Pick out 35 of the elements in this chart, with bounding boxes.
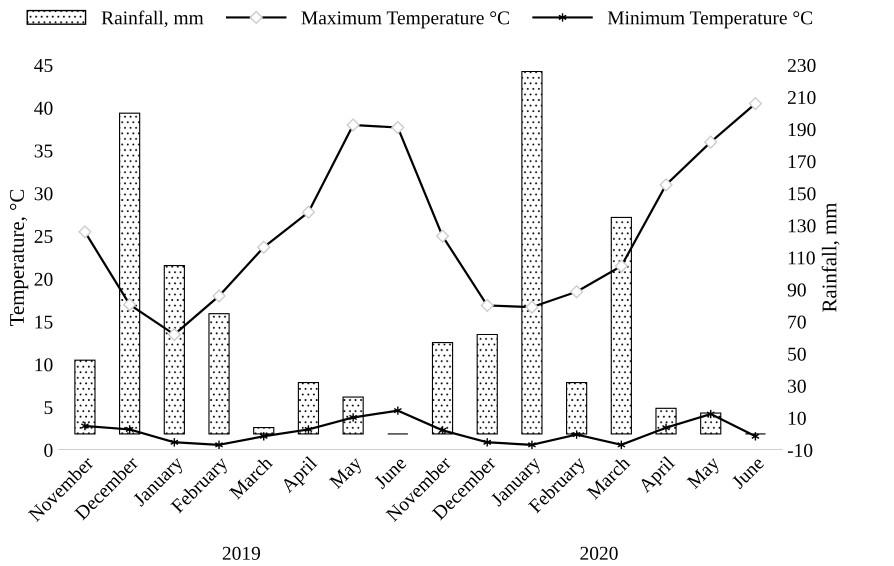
text: 2020 (580, 546, 618, 560)
x-tick-label: May (686, 455, 724, 492)
y2-tick-label: 30 (788, 380, 806, 393)
y2-tick-label: 110 (788, 251, 815, 264)
y2-tick-label: 10 (788, 412, 806, 425)
y2-tick-label: 210 (788, 90, 816, 104)
y-tick-label: 10 (36, 358, 53, 372)
x-tick-label: June (731, 456, 765, 490)
y2-tick-label: 70 (788, 315, 806, 329)
bar (208, 313, 230, 434)
legend-label: Minimum Temperature °C (608, 11, 812, 28)
y-tick-label: 40 (34, 102, 53, 115)
y-tick-label: 0 (44, 444, 53, 457)
y-tick-label: 45 (34, 59, 52, 72)
y2-tick-label: 130 (788, 219, 816, 232)
y-axis-title: Temperature, °C (10, 190, 28, 326)
y-tick-label: 20 (34, 272, 53, 286)
legend-label: Maximum Temperature °C (301, 11, 509, 28)
legend-label: Rainfall, mm (102, 10, 204, 28)
y-tick-label: 5 (44, 401, 52, 414)
y-tick-label: 25 (34, 230, 52, 244)
y2-tick-label: -10 (788, 444, 812, 457)
y2-tick-label: 90 (788, 283, 806, 297)
text: 2019 (222, 546, 260, 560)
y2-tick-label: 230 (788, 58, 816, 72)
y-tick-label: 35 (34, 144, 52, 158)
y2-tick-label: 170 (788, 155, 816, 168)
y-tick-label: 15 (36, 316, 52, 329)
y2-tick-label: 190 (788, 123, 816, 136)
y2-axis-title: Rainfall, mm (822, 202, 840, 312)
y2-tick-label: 150 (788, 187, 816, 200)
bar (476, 334, 498, 434)
x-tick-label: May (328, 455, 366, 492)
y-tick-label: 30 (34, 187, 53, 200)
y2-tick-label: 50 (788, 348, 806, 361)
